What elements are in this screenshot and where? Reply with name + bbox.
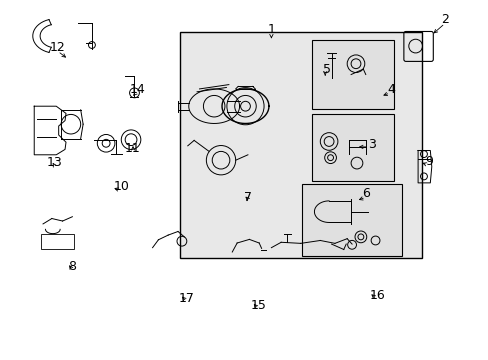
- Text: 3: 3: [367, 138, 375, 150]
- Bar: [302, 184, 402, 256]
- Text: 6: 6: [361, 187, 369, 200]
- Text: 13: 13: [47, 156, 62, 169]
- Bar: [311, 114, 393, 181]
- Text: 9: 9: [425, 155, 432, 168]
- Text: 1: 1: [267, 23, 275, 36]
- Text: 2: 2: [440, 13, 448, 26]
- Text: 14: 14: [130, 83, 145, 96]
- Bar: [41, 234, 74, 249]
- Text: 11: 11: [125, 142, 141, 155]
- Text: 15: 15: [250, 299, 265, 312]
- Bar: [311, 40, 393, 109]
- Text: 10: 10: [113, 180, 129, 193]
- Text: 4: 4: [386, 83, 394, 96]
- Text: 17: 17: [179, 292, 194, 305]
- Text: 16: 16: [369, 289, 385, 302]
- Text: 12: 12: [50, 41, 65, 54]
- Text: 5: 5: [322, 63, 330, 76]
- Text: 8: 8: [68, 260, 76, 273]
- Bar: [180, 32, 421, 258]
- Text: 7: 7: [244, 191, 252, 204]
